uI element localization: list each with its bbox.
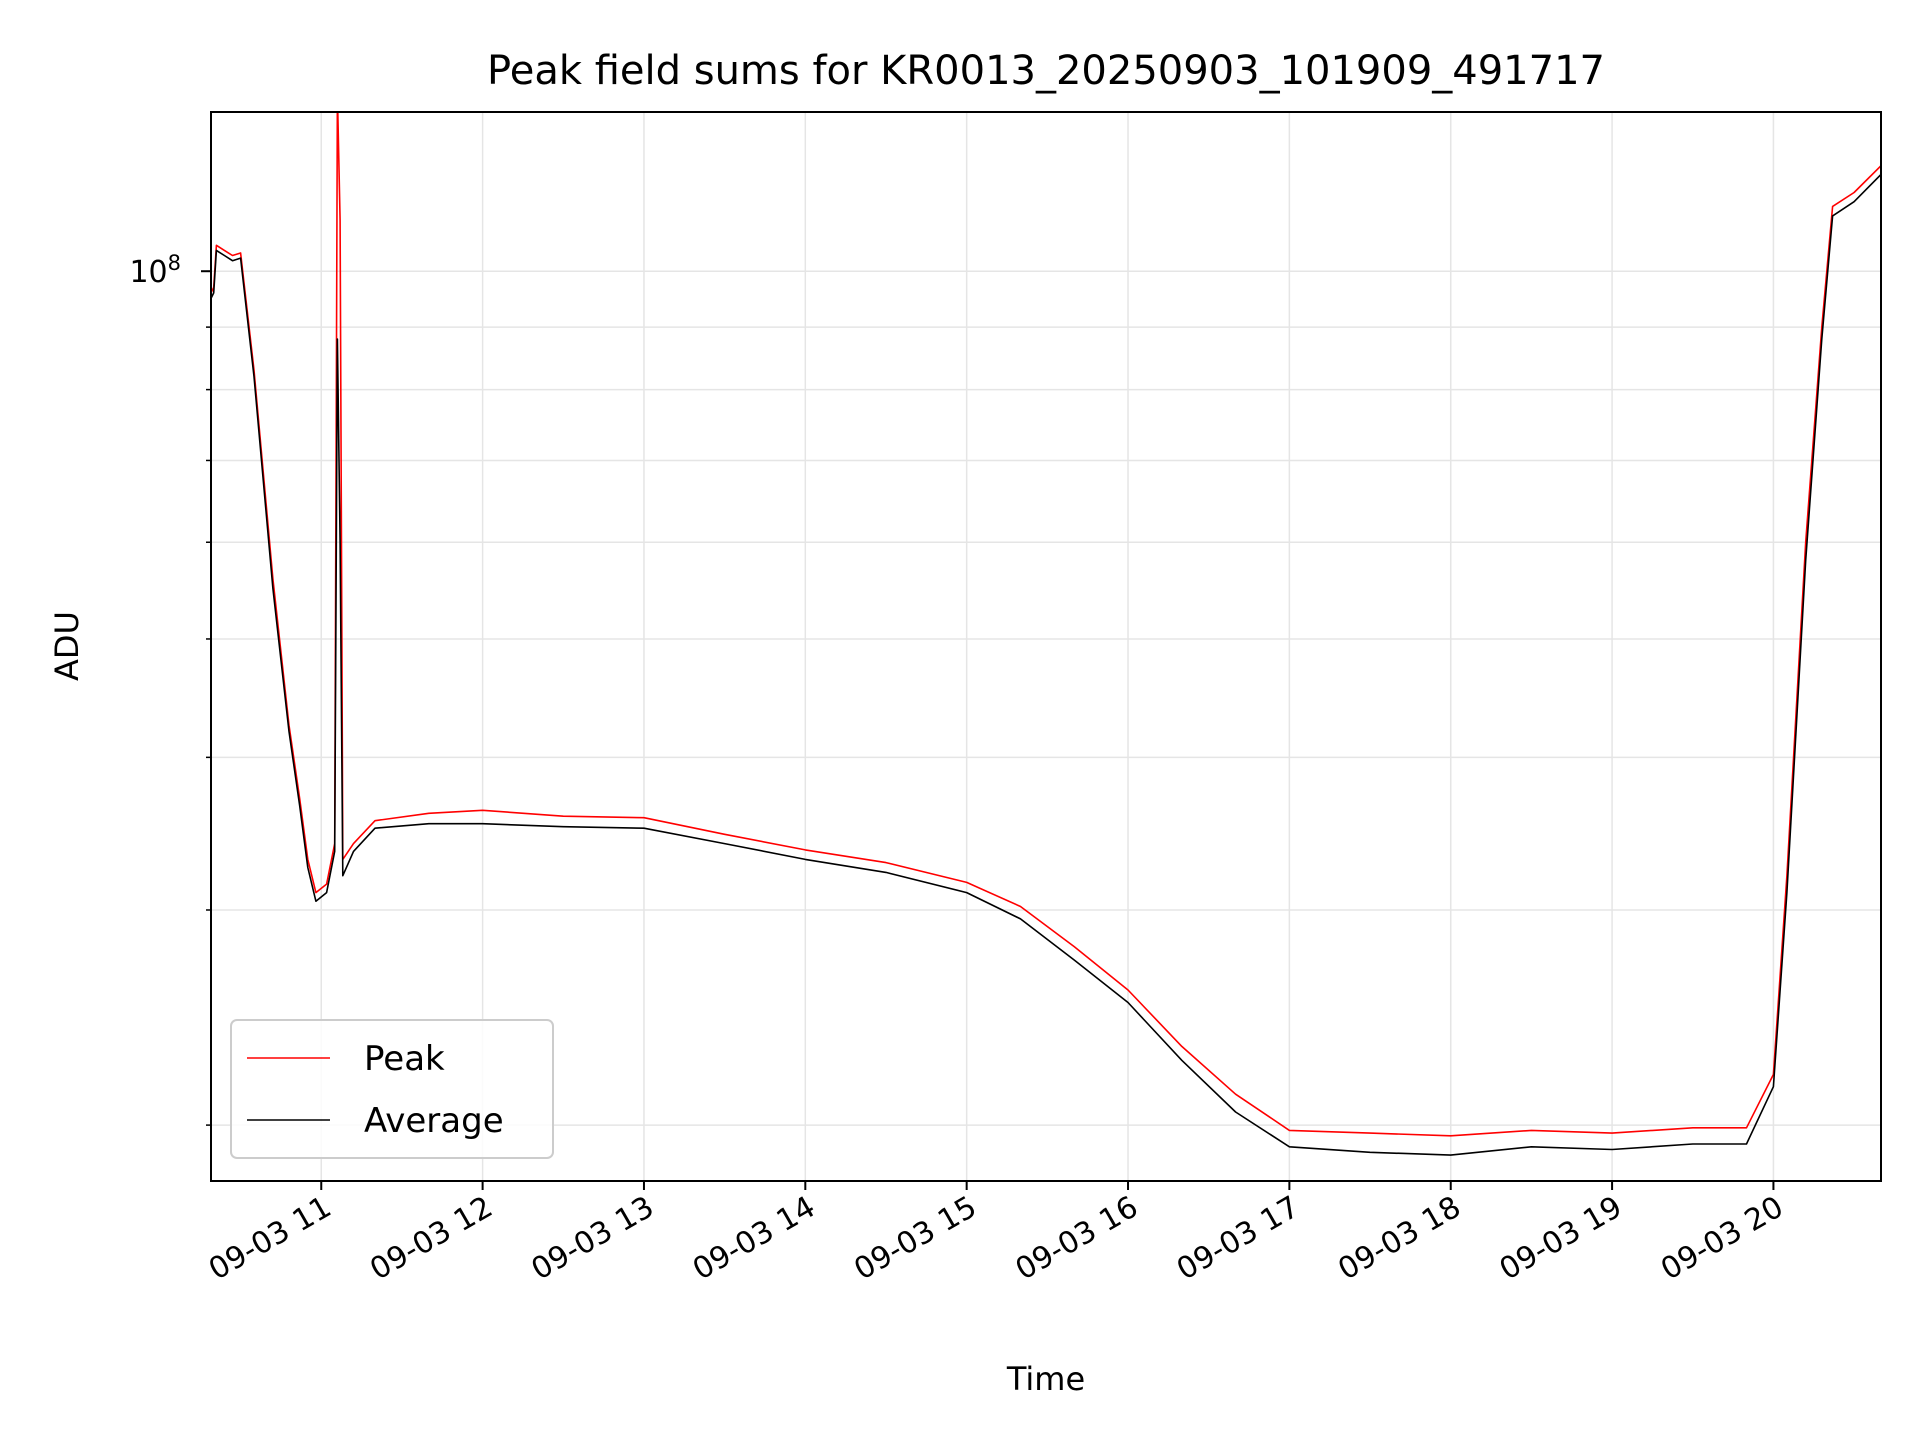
legend-average-label: Average <box>364 1101 504 1141</box>
legend-peak-label: Peak <box>364 1039 445 1079</box>
legend: Peak Average <box>230 1019 554 1159</box>
x-axis-label: Time <box>1006 1360 1085 1398</box>
legend-box <box>230 1019 554 1159</box>
series-line-average <box>211 173 1881 1156</box>
plot-frame <box>210 111 1882 1182</box>
y-axis-ticks: 108 <box>129 251 211 1126</box>
y-axis-label: ADU <box>48 611 86 681</box>
series-line-peak <box>211 112 1881 1137</box>
chart-title: Peak field sums for KR0013_20250903_1019… <box>487 48 1605 94</box>
y-tick-label: 108 <box>129 251 181 290</box>
grid-lines <box>211 112 1881 1181</box>
series-layer <box>211 112 1881 1156</box>
